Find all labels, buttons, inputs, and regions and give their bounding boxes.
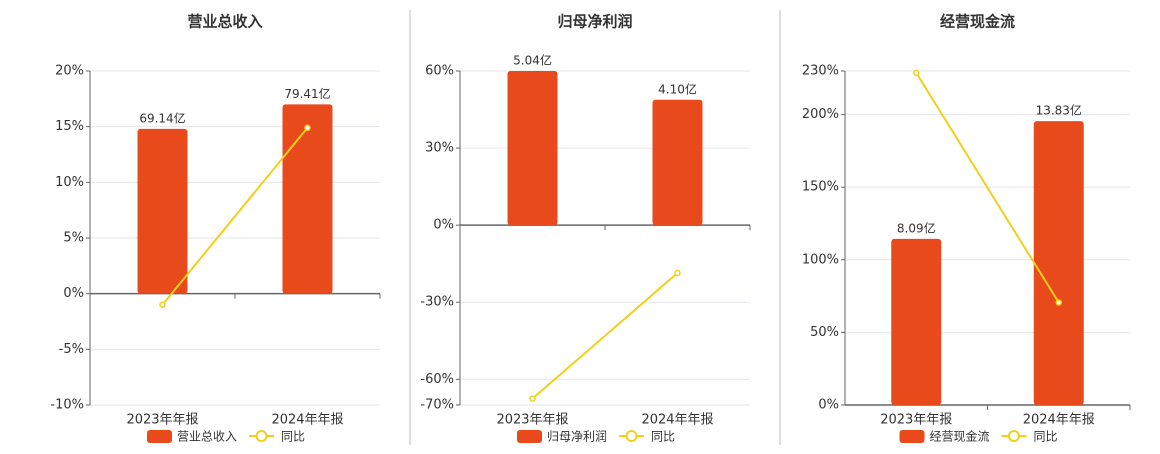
- x-tick-label: 2023年年报: [126, 413, 198, 428]
- line: [915, 72, 1060, 304]
- y-tick-label: 5%: [63, 231, 84, 246]
- bar: [891, 238, 942, 405]
- x-tick-label: 2024年年报: [271, 413, 343, 428]
- value-label: 69.14亿: [139, 110, 185, 125]
- legend-label: 归母净利润: [547, 430, 607, 444]
- x-tick-label: 2023年年报: [496, 413, 568, 428]
- y-tick-label: 150%: [802, 180, 839, 195]
- y-tick-label: -70%: [420, 398, 454, 413]
- y-tick-label: 0%: [818, 398, 839, 413]
- line: [161, 127, 309, 306]
- legend-swatch: [625, 430, 638, 442]
- y-tick-label: 20%: [55, 64, 84, 79]
- y-tick-label: -30%: [420, 295, 454, 310]
- y-tick-label: 200%: [802, 107, 839, 122]
- legend-label: 同比: [281, 430, 305, 444]
- x-tick-label: 2023年年报: [880, 413, 952, 428]
- legend-label: 经营现金流: [930, 429, 990, 444]
- value-label: 4.10亿: [658, 81, 697, 96]
- line: [531, 272, 679, 400]
- y-tick-label: 230%: [802, 64, 839, 79]
- y-tick-label: 30%: [425, 141, 454, 156]
- x-tick-label: 2024年年报: [641, 413, 713, 428]
- y-tick-label: 0%: [433, 218, 454, 233]
- legend-swatch: [255, 430, 268, 442]
- y-tick-label: 15%: [55, 119, 84, 134]
- point: [159, 301, 166, 309]
- legend-swatch: [1008, 430, 1020, 442]
- legend-label: 同比: [1034, 430, 1058, 444]
- value-label: 8.09亿: [897, 220, 936, 235]
- legend-swatch: [147, 430, 172, 443]
- y-tick-label: -5%: [59, 342, 84, 357]
- x-tick-label: 2024年年报: [1023, 413, 1095, 428]
- chart-title: 经营现金流: [940, 13, 1015, 31]
- legend-label: 同比: [651, 430, 675, 444]
- legend-swatch: [899, 430, 925, 443]
- point: [529, 395, 536, 402]
- chart-title: 营业总收入: [187, 13, 262, 31]
- bar: [1033, 121, 1084, 405]
- y-tick-label: -60%: [420, 372, 454, 387]
- bar: [507, 71, 558, 226]
- point: [1055, 299, 1062, 306]
- bar: [137, 128, 188, 294]
- y-tick-label: 0%: [63, 286, 84, 301]
- value-label: 79.41亿: [284, 86, 330, 101]
- point: [674, 269, 681, 277]
- y-tick-label: 60%: [425, 64, 454, 79]
- y-tick-label: 100%: [802, 252, 839, 267]
- point: [913, 69, 920, 77]
- legend-label: 营业总收入: [177, 430, 237, 444]
- value-label: 5.04亿: [513, 53, 552, 68]
- y-tick-label: 50%: [810, 325, 839, 340]
- bar: [652, 99, 703, 226]
- point: [304, 124, 311, 132]
- bar: [282, 104, 333, 294]
- legend-swatch: [517, 430, 542, 443]
- y-tick-label: 10%: [55, 175, 84, 190]
- y-tick-label: -10%: [50, 398, 84, 413]
- value-label: 13.83亿: [1036, 103, 1082, 118]
- chart-title: 归母净利润: [557, 13, 632, 31]
